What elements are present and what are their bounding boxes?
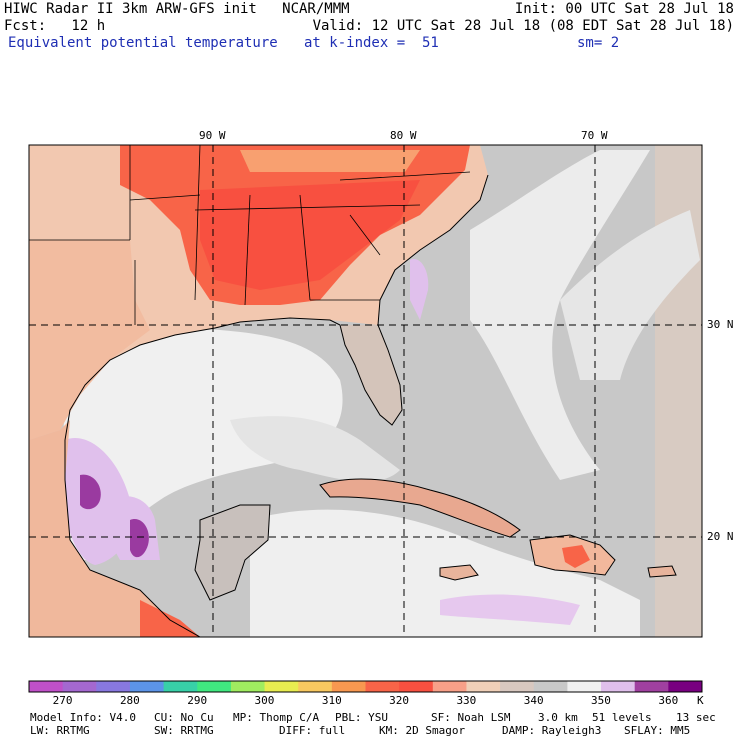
lat-label-20n: 20 N [707, 530, 734, 543]
state-borders [29, 145, 471, 325]
colorbar-swatch [432, 681, 467, 692]
level-label: at k-index = 51 [304, 35, 439, 51]
purple-patch-mexico [130, 519, 149, 558]
lat-label-30n: 30 N [707, 318, 734, 331]
colorbar-swatch [29, 681, 64, 692]
lavender-patch-atlantic [410, 259, 429, 320]
warm-patch-mexico [140, 600, 200, 637]
lon-label-90w: 90 W [199, 129, 226, 142]
colorbar-tick-label: 360 [658, 694, 679, 707]
field-name: Equivalent potential temperature [8, 35, 278, 51]
colorbar-swatch [230, 681, 266, 692]
footer-km: KM: 2D Smagor [379, 724, 466, 737]
footer-pbl: PBL: YSU [335, 711, 388, 724]
colorbar-swatch [634, 681, 669, 692]
colorbar-tick-label: 290 [187, 694, 208, 707]
colorbar-swatch [533, 681, 568, 692]
footer-diff: DIFF: full [279, 724, 346, 737]
colorbar-tick-label: 320 [389, 694, 410, 707]
footer-mp: MP: Thomp C/A [233, 711, 320, 724]
colorbar-swatch [129, 681, 165, 692]
footer-lw: LW: RRTMG [30, 724, 90, 737]
colorbar-swatch [668, 681, 703, 692]
warm-core [200, 180, 420, 290]
florida [340, 325, 402, 425]
forecast-hour: Fcst: 12 h [4, 18, 106, 34]
smoothing-label: sm= 2 [577, 35, 620, 51]
colorbar-unit: K [697, 694, 704, 707]
colorbar-tick-label: 280 [119, 694, 140, 707]
footer-levels: 51 levels [592, 711, 652, 724]
lavender-patch-caribbean [440, 594, 580, 625]
land-mexico [29, 420, 200, 637]
footer-sflay: SFLAY: MM5 [624, 724, 691, 737]
light-band-atlantic [470, 150, 650, 480]
footer-timestep: 13 sec [676, 711, 716, 724]
footer-damp: DAMP: Rayleigh3 [502, 724, 602, 737]
model-title: HIWC Radar II 3km ARW-GFS init NCAR/MMM [4, 1, 350, 17]
lon-label-70w: 70 W [581, 129, 608, 142]
colorbar-swatch [466, 681, 501, 692]
colorbar-swatch [500, 681, 535, 692]
map-frame [28, 144, 703, 638]
colorbar-swatch [264, 681, 299, 692]
colorbar-swatch [163, 681, 198, 692]
land-texas [29, 240, 150, 440]
init-time: Init: 00 UTC Sat 28 Jul 18 [514, 1, 734, 17]
colorbar-tick-label: 330 [456, 694, 477, 707]
colorbar-swatch [601, 681, 636, 692]
colorbar-tick-label: 270 [52, 694, 73, 707]
colorbar-tick-label: 310 [321, 694, 342, 707]
colorbar-swatch [197, 681, 232, 692]
colorbar-tick-label: 340 [523, 694, 544, 707]
colorbar-swatch [567, 681, 602, 692]
footer-resolution: 3.0 km [538, 711, 578, 724]
gulf-band [230, 416, 400, 482]
purple-patch-texas [80, 474, 101, 510]
lat-lon-grid [29, 145, 702, 637]
colorbar-tick-label: 350 [591, 694, 611, 707]
footer-cu: CU: No Cu [154, 711, 214, 724]
colorbar-swatch [399, 681, 434, 692]
colorbar-tick-label: 300 [254, 694, 275, 707]
colorbar-swatch [331, 681, 366, 692]
coastlines [64, 174, 677, 637]
warm-patch-hispaniola [562, 545, 590, 568]
warm-north-band [240, 150, 420, 172]
footer-sw: SW: RRTMG [154, 724, 214, 737]
jamaica [440, 565, 478, 580]
colorbar-swatch [62, 681, 97, 692]
colorbar-swatch [365, 681, 400, 692]
footer-sf: SF: Noah LSM [431, 711, 511, 724]
colorbar [28, 680, 703, 693]
footer-model-info: Model Info: V4.0 [30, 711, 136, 724]
colorbar-swatch [96, 681, 131, 692]
colorbar-frame [28, 680, 703, 693]
lon-label-80w: 80 W [390, 129, 417, 142]
puerto-rico [648, 566, 676, 577]
yucatan [195, 505, 270, 600]
cuba [320, 478, 520, 537]
valid-time: Valid: 12 UTC Sat 28 Jul 18 (08 EDT Sat … [312, 18, 734, 34]
colorbar-swatch [298, 681, 333, 692]
